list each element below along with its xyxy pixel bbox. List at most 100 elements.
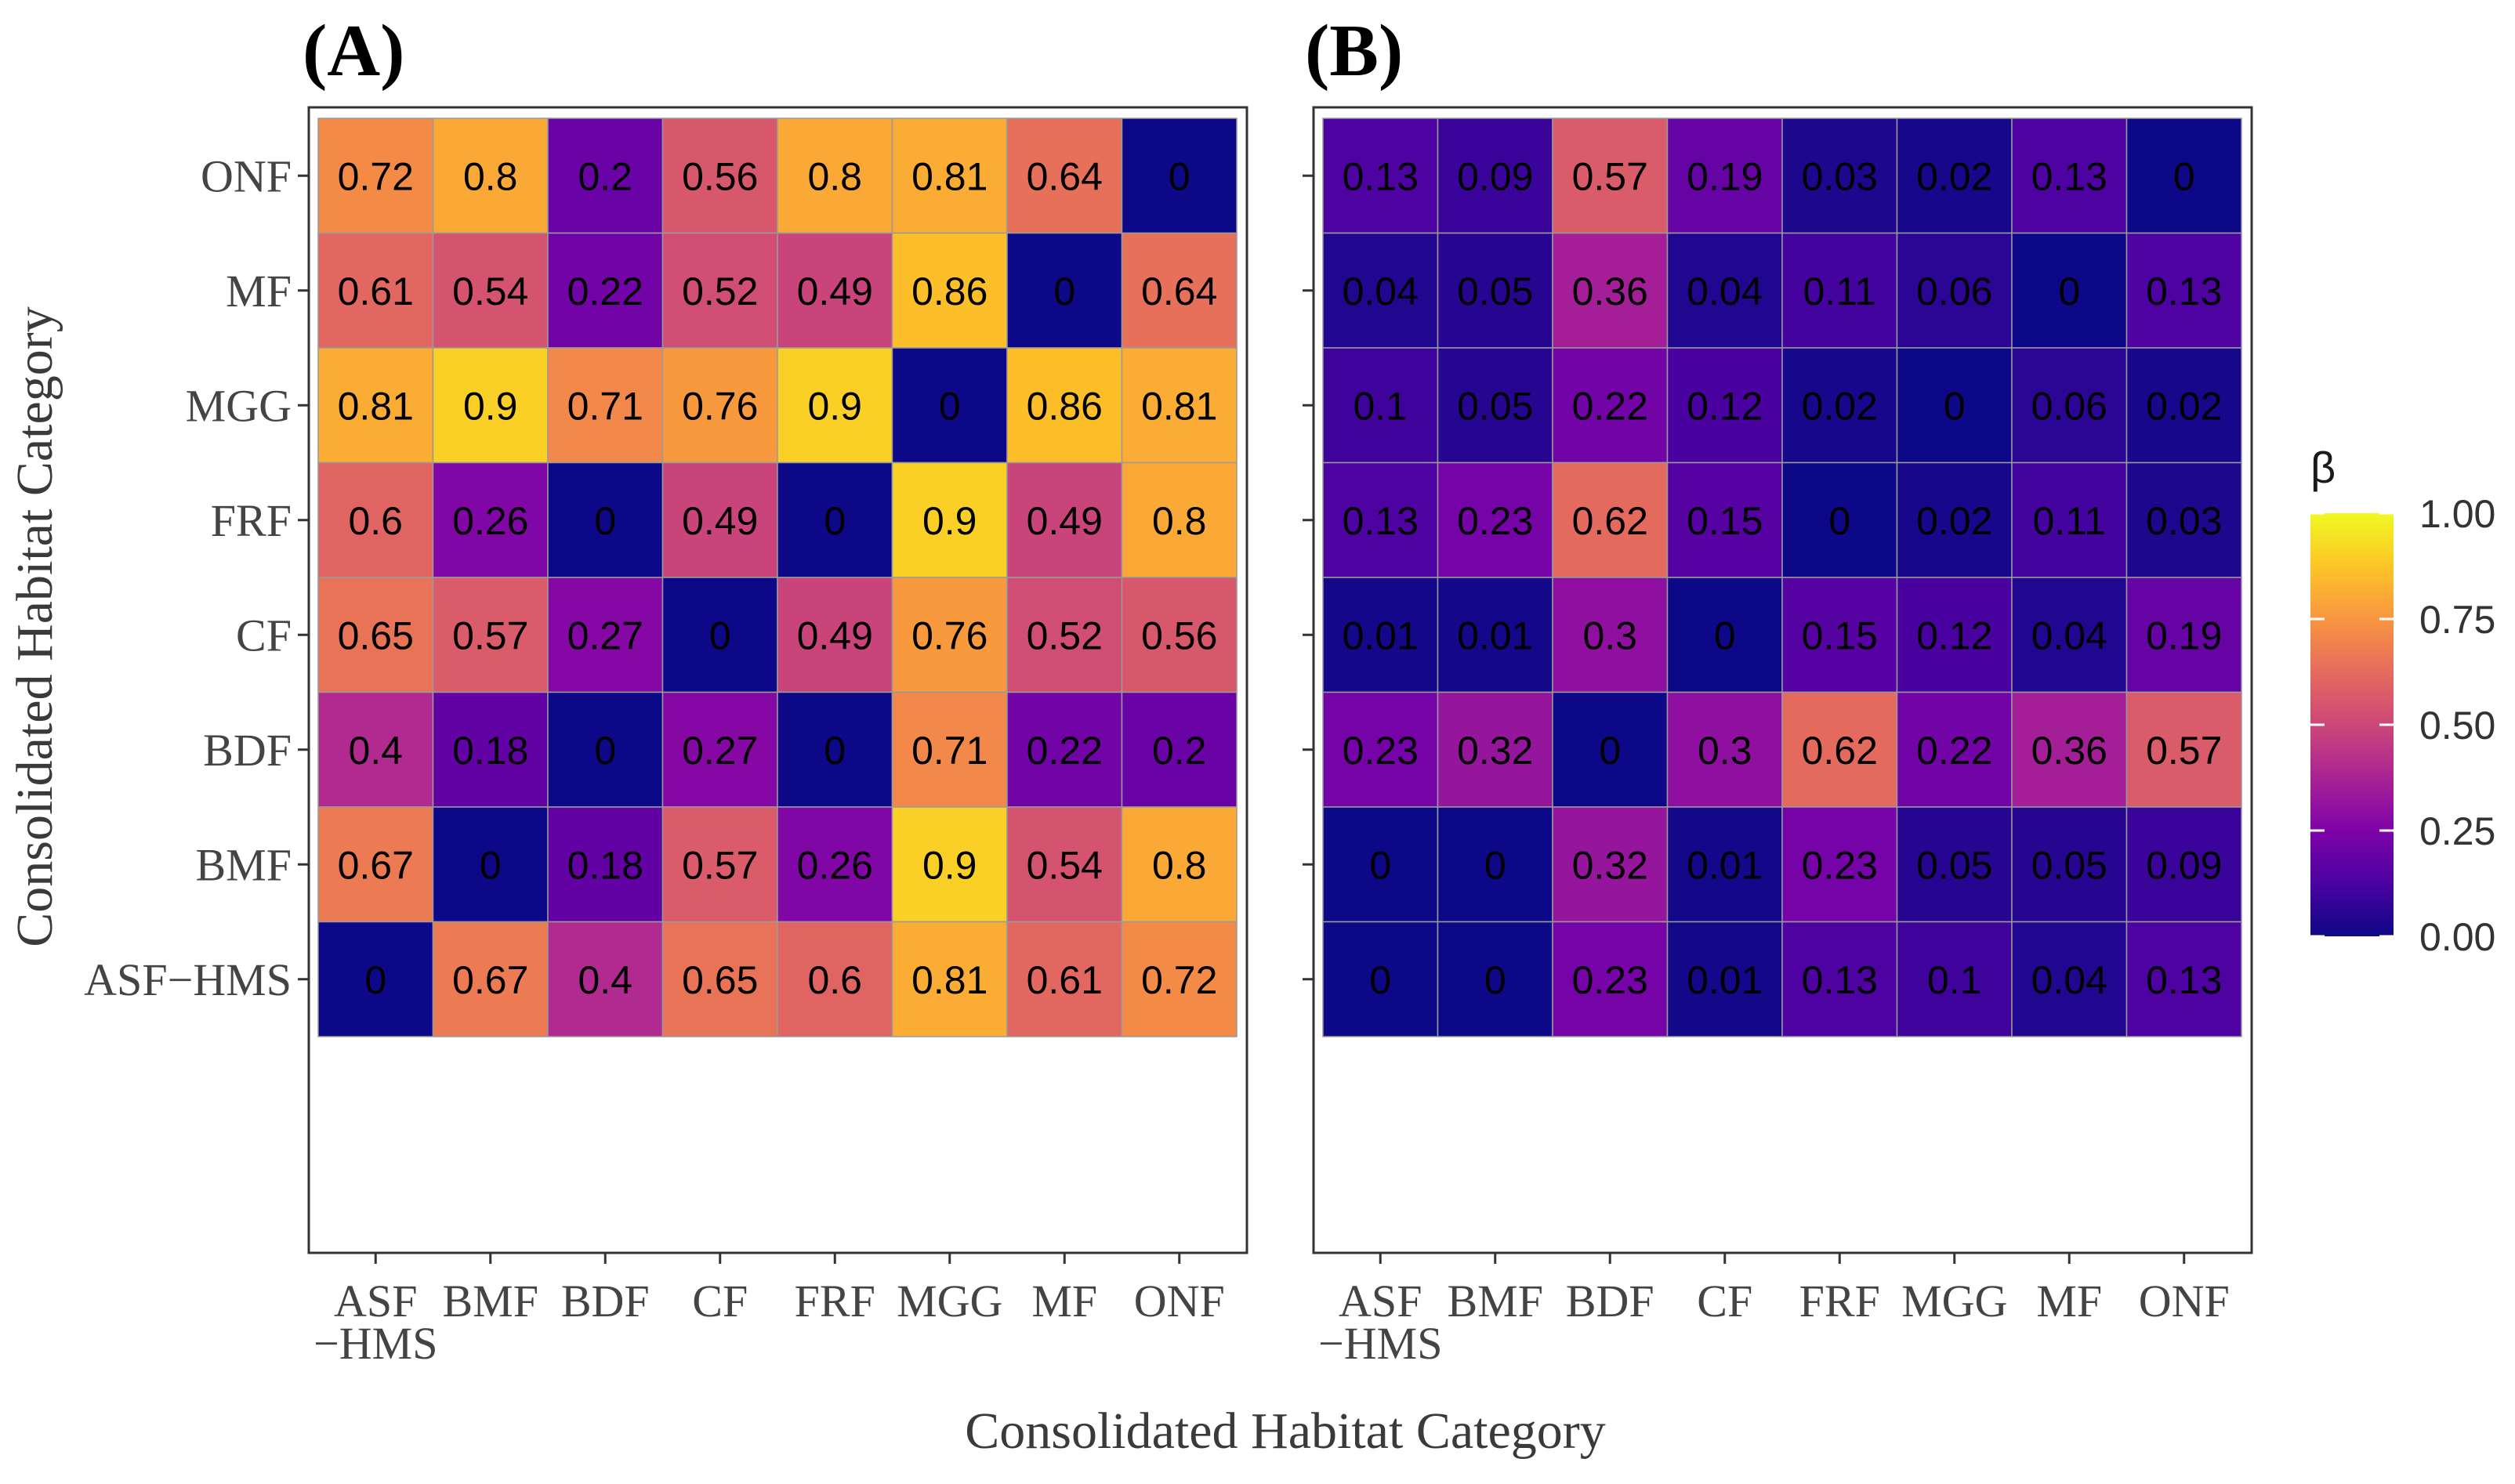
x-axis-title: Consolidated Habitat Category: [965, 1403, 1606, 1460]
cell-value: 0.15: [1687, 499, 1763, 543]
y-tick-label: MF: [226, 266, 292, 317]
heatmap-cell: [2125, 691, 2242, 808]
cell-value: 0.04: [1343, 270, 1419, 313]
cell-value: 0.86: [911, 270, 988, 313]
heatmap-cell: [777, 577, 893, 693]
heatmap-cell: [1552, 806, 1669, 923]
heatmap-cell: [547, 577, 664, 693]
cell-value: 0.11: [2032, 499, 2106, 543]
heatmap-cell: [2011, 347, 2128, 464]
heatmap-cell: [2011, 806, 2128, 923]
cell-value: 0.62: [1572, 499, 1648, 543]
heatmap-cell: [1896, 691, 2013, 808]
cell-value: 0.19: [1687, 154, 1763, 198]
heatmap-cell: [1121, 806, 1238, 923]
cell-value: 0.6: [348, 499, 403, 543]
cell-value: 0.13: [1343, 499, 1419, 543]
cell-value: 0.32: [1572, 843, 1648, 887]
heatmap-cell: [2011, 691, 2128, 808]
heatmap-cell: [2125, 118, 2242, 234]
cell-value: 0.9: [922, 843, 977, 887]
heatmap-cell: [1437, 347, 1553, 464]
heatmap-cell: [432, 691, 549, 808]
cell-value: 0.05: [2031, 843, 2107, 887]
x-tick-label: BDF: [561, 1276, 650, 1327]
legend-tick-label: 0.50: [2419, 704, 2495, 747]
x-tick-label: BDF: [1566, 1276, 1654, 1327]
heatmap-cell: [891, 921, 1008, 1037]
heatmap-cell: [1322, 232, 1439, 349]
cell-value: 0.03: [1802, 154, 1878, 198]
heatmap-cell: [317, 347, 434, 464]
heatmap-cell: [2011, 118, 2128, 234]
heatmap-cell: [1781, 347, 1898, 464]
heatmap-cell: [1006, 691, 1123, 808]
heatmap-cell: [777, 806, 893, 923]
legend-tick-label: 0.75: [2419, 598, 2495, 642]
cell-value: 0.86: [1027, 384, 1103, 428]
heatmap-cell: [1666, 691, 1783, 808]
cell-value: 0.01: [1457, 614, 1533, 657]
axis-titles: Consolidated Habitat Category Consolidat…: [6, 306, 1606, 1460]
heatmap-cell: [1781, 118, 1898, 234]
cell-value: 0.23: [1457, 499, 1533, 543]
cell-value: 0: [1944, 384, 1966, 428]
heatmap-cell: [661, 921, 778, 1037]
cell-value: 0.02: [1916, 499, 1992, 543]
legend: β 1.00 0.75 0.50 0.25 0.00: [2310, 443, 2495, 959]
x-tick-label: FRF: [795, 1276, 875, 1327]
cell-value: 0.27: [567, 614, 643, 657]
cell-value: 0.8: [1152, 499, 1207, 543]
heatmap-cell: [1896, 577, 2013, 693]
heatmap-cell: [547, 347, 664, 464]
legend-tick-label: 1.00: [2419, 492, 2495, 536]
heatmap-cell: [2011, 461, 2128, 578]
cell-value: 0.22: [1027, 729, 1103, 773]
heatmap-cell: [317, 806, 434, 923]
heatmap-cell: [891, 118, 1008, 234]
heatmap-cell: [317, 118, 434, 234]
heatmap-cell: [1666, 806, 1783, 923]
cell-value: 0.8: [1152, 843, 1207, 887]
cell-value: 0.22: [567, 270, 643, 313]
heatmap-cell: [777, 118, 893, 234]
heatmap-cell: [777, 347, 893, 464]
heatmap-cell: [1006, 461, 1123, 578]
heatmap-cell: [1121, 347, 1238, 464]
x-tick-label: MGG: [897, 1276, 1002, 1327]
x-tick-label: MF: [1031, 1276, 1097, 1327]
heatmap-cell: [1781, 232, 1898, 349]
cell-value: 0.52: [1027, 614, 1103, 657]
cell-value: 0: [1053, 270, 1075, 313]
heatmap-cell: [547, 691, 664, 808]
cell-value: 0: [1714, 614, 1736, 657]
panel-border: [1312, 106, 2253, 1254]
heatmap-cell: [1437, 118, 1553, 234]
heatmap-cell: [1552, 347, 1669, 464]
cell-value: 0.18: [567, 843, 643, 887]
y-axis-title: Consolidated Habitat Category: [6, 306, 63, 947]
heatmap-cell: [1322, 118, 1439, 234]
x-tick-label: MGG: [1901, 1276, 2007, 1327]
cell-value: 0.02: [1916, 154, 1992, 198]
cell-value: 0.04: [2031, 958, 2107, 1002]
heatmap-cell: [1552, 577, 1669, 693]
cell-value: 0.1: [1353, 384, 1408, 428]
cell-value: 0: [939, 384, 961, 428]
cell-value: 0: [1828, 499, 1850, 543]
cell-value: 0.13: [2031, 154, 2107, 198]
cell-value: 0.05: [1457, 384, 1533, 428]
cell-value: 0.67: [452, 958, 528, 1002]
y-tick-label: FRF: [211, 495, 292, 546]
cell-value: 0.13: [2146, 958, 2222, 1002]
cell-value: 0.22: [1916, 729, 1992, 773]
heatmap-cell: [777, 921, 893, 1037]
cell-value: 0.49: [797, 270, 873, 313]
heatmap-cell: [1666, 461, 1783, 578]
heatmap-cell: [2125, 577, 2242, 693]
cell-value: 0.57: [2146, 729, 2222, 773]
heatmap-cell: [1322, 577, 1439, 693]
panel-b: (B) 0.13 0.09 0.57 0.19 0.03 0.02 0.13 0 0.04 0.05…: [1303, 10, 2253, 1369]
heatmap-cell: [432, 232, 549, 349]
